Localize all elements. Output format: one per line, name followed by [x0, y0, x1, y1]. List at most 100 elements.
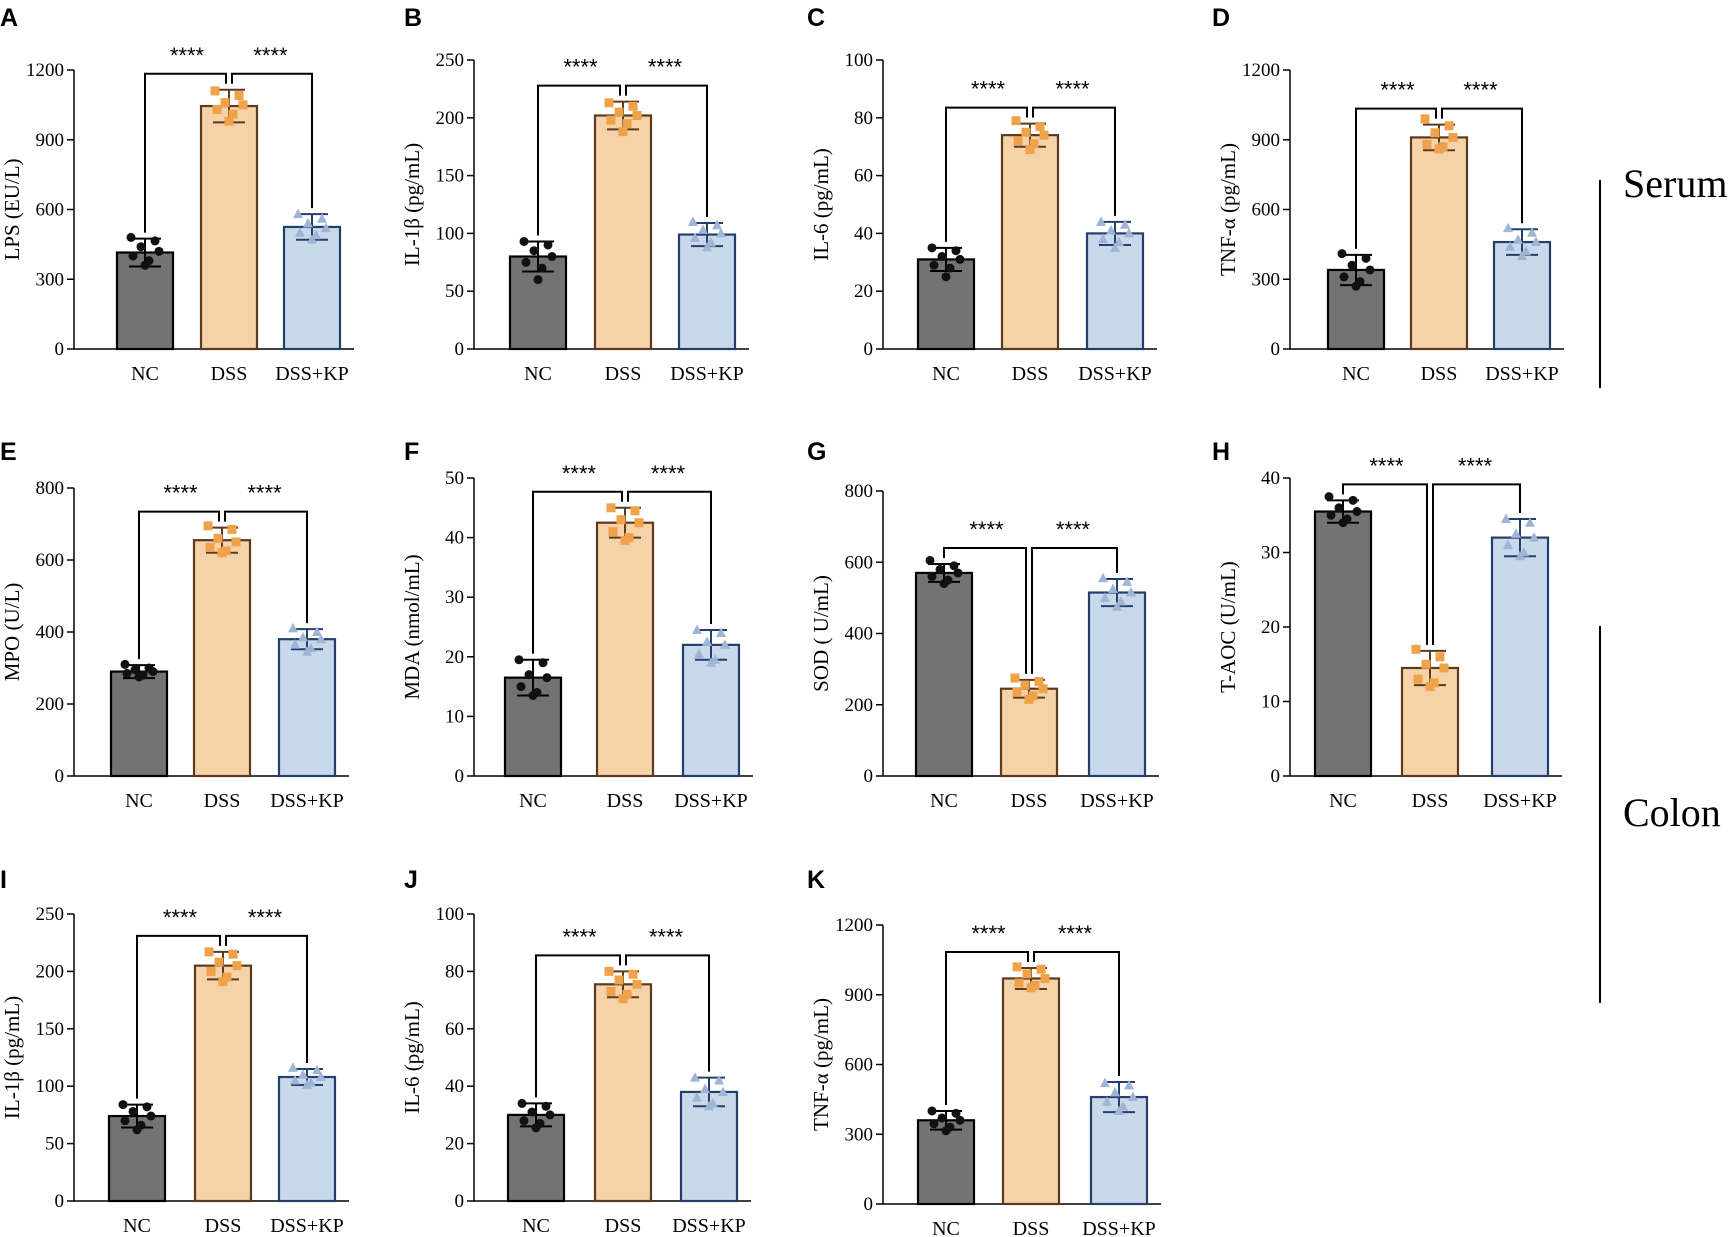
bar-dss [199, 104, 259, 351]
panel-letter: F [404, 438, 419, 466]
data-point [528, 691, 538, 701]
panel-letter: I [0, 866, 7, 894]
data-point [222, 972, 232, 982]
data-point [1100, 592, 1110, 602]
data-point [949, 561, 959, 571]
significance-bracket [144, 72, 227, 233]
significance-bracket [138, 510, 220, 660]
data-point [302, 646, 312, 656]
x-category-label: NC [519, 790, 547, 812]
significance-bracket [1355, 107, 1437, 249]
data-point [288, 1062, 298, 1072]
data-point [217, 548, 227, 558]
panel-d: D 0 300 600 900 1200 TNF-α (pg/mL) NC DSS DSS+KP *… [1212, 4, 1564, 385]
bar-dss-kp [282, 225, 342, 351]
significance-stars: **** [163, 481, 198, 506]
y-axis-label: LPS (EU/L) [0, 158, 24, 260]
x-category-label: NC [932, 363, 960, 385]
data-point [1098, 572, 1108, 583]
data-point [608, 527, 618, 537]
data-point [1034, 677, 1044, 687]
significance-bracket [532, 490, 623, 654]
data-point [1515, 550, 1525, 561]
data-point [1505, 241, 1515, 251]
data-point [927, 243, 937, 253]
data-point [1411, 644, 1421, 654]
data-point [1503, 539, 1513, 550]
bar-dss [193, 964, 253, 1203]
bar-dss-kp [277, 638, 337, 778]
data-point [212, 105, 222, 115]
y-tick-label: 60 [854, 166, 873, 187]
significance-bracket [225, 934, 308, 1063]
data-point [545, 1110, 555, 1120]
data-point [927, 1106, 937, 1116]
data-point [290, 639, 300, 649]
data-point [312, 1064, 322, 1075]
x-category-label: NC [125, 790, 153, 812]
data-point [616, 515, 626, 525]
significance-bracket [1031, 547, 1118, 674]
data-point [1128, 1091, 1138, 1102]
x-category-label: NC [131, 363, 159, 385]
x-category-label: DSS+KP [1082, 1218, 1156, 1237]
y-tick-label: 600 [845, 552, 874, 573]
y-tick-label: 300 [36, 269, 65, 290]
bar-dss [593, 114, 653, 351]
data-point [298, 631, 308, 642]
data-point [1365, 265, 1375, 275]
y-tick-label: 100 [845, 50, 874, 71]
x-category-label: DSS [211, 363, 248, 385]
y-tick-label: 30 [1261, 543, 1280, 564]
significance-stars: **** [1463, 78, 1498, 103]
x-category-label: DSS+KP [670, 363, 744, 385]
data-point [1038, 684, 1048, 694]
data-point [955, 1115, 965, 1125]
data-point [1326, 510, 1336, 520]
y-tick-label: 40 [1261, 468, 1280, 489]
significance-stars: **** [971, 77, 1006, 102]
y-tick-label: 100 [436, 904, 465, 925]
significance-bracket [231, 72, 313, 209]
data-point [951, 1108, 961, 1118]
y-tick-label: 100 [436, 223, 465, 244]
data-point [118, 1100, 128, 1110]
data-point [533, 275, 543, 285]
y-tick-label: 50 [445, 468, 464, 489]
data-point [1517, 250, 1527, 260]
data-point [1351, 281, 1361, 291]
data-point [538, 658, 548, 668]
data-point [213, 533, 223, 543]
data-point [210, 86, 220, 96]
data-point [628, 969, 638, 979]
data-point [1425, 682, 1435, 692]
data-point [227, 524, 237, 534]
data-point [514, 655, 524, 665]
significance-bracket [945, 106, 1028, 242]
data-point [929, 260, 939, 270]
data-point [700, 1083, 710, 1094]
data-point [604, 98, 614, 108]
y-axis-label: IL-6 (pg/mL) [400, 1001, 424, 1114]
y-tick-label: 800 [845, 481, 874, 502]
data-point [205, 542, 215, 552]
y-tick-label: 1200 [1242, 60, 1280, 81]
x-category-label: NC [1342, 363, 1370, 385]
x-category-label: NC [930, 790, 958, 812]
y-tick-label: 0 [455, 1191, 465, 1212]
data-point [706, 237, 716, 247]
data-point [1439, 663, 1449, 673]
y-tick-label: 200 [436, 108, 465, 129]
x-category-label: DSS+KP [270, 790, 344, 812]
x-category-label: DSS+KP [672, 1215, 746, 1237]
significance-stars: **** [651, 461, 686, 486]
data-point [228, 109, 238, 119]
significance-stars: **** [562, 924, 597, 949]
bar-dss [1001, 977, 1061, 1206]
panel-j: J 0 20 40 60 80 100 IL-6 (pg/mL) NC DSS DSS+KP ****… [400, 866, 751, 1237]
significance-bracket [535, 954, 621, 1098]
y-axis-label: MPO (U/L) [0, 583, 24, 682]
data-point [618, 127, 628, 137]
x-category-label: DSS+KP [1078, 363, 1152, 385]
